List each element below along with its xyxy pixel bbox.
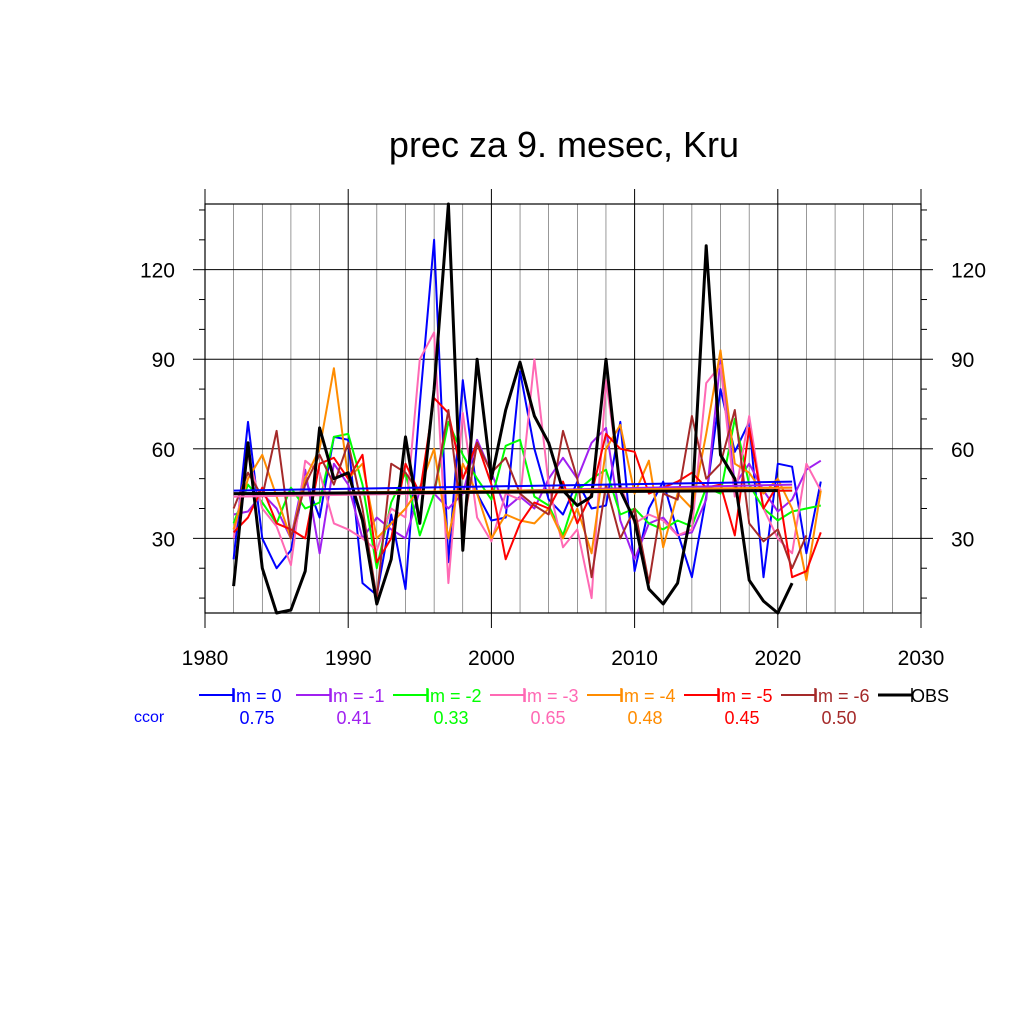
legend-label-4: lm = -4 (620, 686, 676, 706)
y-tick-label-left: 120 (140, 260, 175, 283)
y-tick-label-right: 90 (951, 349, 974, 372)
y-tick-label-right: 120 (951, 260, 986, 283)
trend-line-7 (233, 489, 778, 496)
series-line-2 (232, 417, 822, 570)
x-tick-label: 1980 (182, 647, 229, 670)
series-line-7 (232, 202, 794, 615)
ccor-value-0: 0.75 (239, 708, 274, 728)
ccor-value-3: 0.65 (530, 708, 565, 728)
x-tick-label: 2000 (468, 647, 515, 670)
y-tick-label-right: 60 (951, 439, 974, 462)
y-tick-label-left: 60 (152, 439, 175, 462)
y-tick-label-left: 30 (152, 528, 175, 551)
ccor-value-4: 0.48 (627, 708, 662, 728)
trend-line-0 (233, 480, 793, 492)
legend-label-2: lm = -2 (426, 686, 482, 706)
y-tick-label-right: 30 (951, 528, 974, 551)
legend-label-3: lm = -3 (523, 686, 579, 706)
ccor-value-2: 0.33 (433, 708, 468, 728)
legend-label-0: lm = 0 (232, 686, 282, 706)
x-tick-label: 2020 (754, 647, 801, 670)
ccor-value-6: 0.50 (821, 708, 856, 728)
chart-title: prec za 9. mesec, Kru (389, 124, 739, 165)
y-tick-label-left: 90 (152, 349, 175, 372)
plot-frame (204, 203, 922, 614)
ccor-value-5: 0.45 (724, 708, 759, 728)
legend-label-6: lm = -6 (814, 686, 870, 706)
legend-label-5: lm = -5 (717, 686, 773, 706)
series-line-5 (232, 397, 822, 579)
series-line-4 (232, 349, 822, 582)
x-tick-label: 1990 (325, 647, 372, 670)
axis-ticks: 1980 1990 2000 2010 2020 2030 30 30 60 60 90 90 120 1… (140, 189, 986, 670)
x-tick-label: 2030 (898, 647, 945, 670)
legend-label-7: OBS (911, 686, 949, 706)
x-tick-label: 2010 (611, 647, 658, 670)
series-lines (232, 202, 822, 615)
ccor-label: ccor (134, 709, 165, 726)
series-line-6 (232, 409, 808, 600)
ccor-value-1: 0.41 (336, 708, 371, 728)
series-line-3 (232, 331, 822, 600)
legend-label-1: lm = -1 (329, 686, 385, 706)
